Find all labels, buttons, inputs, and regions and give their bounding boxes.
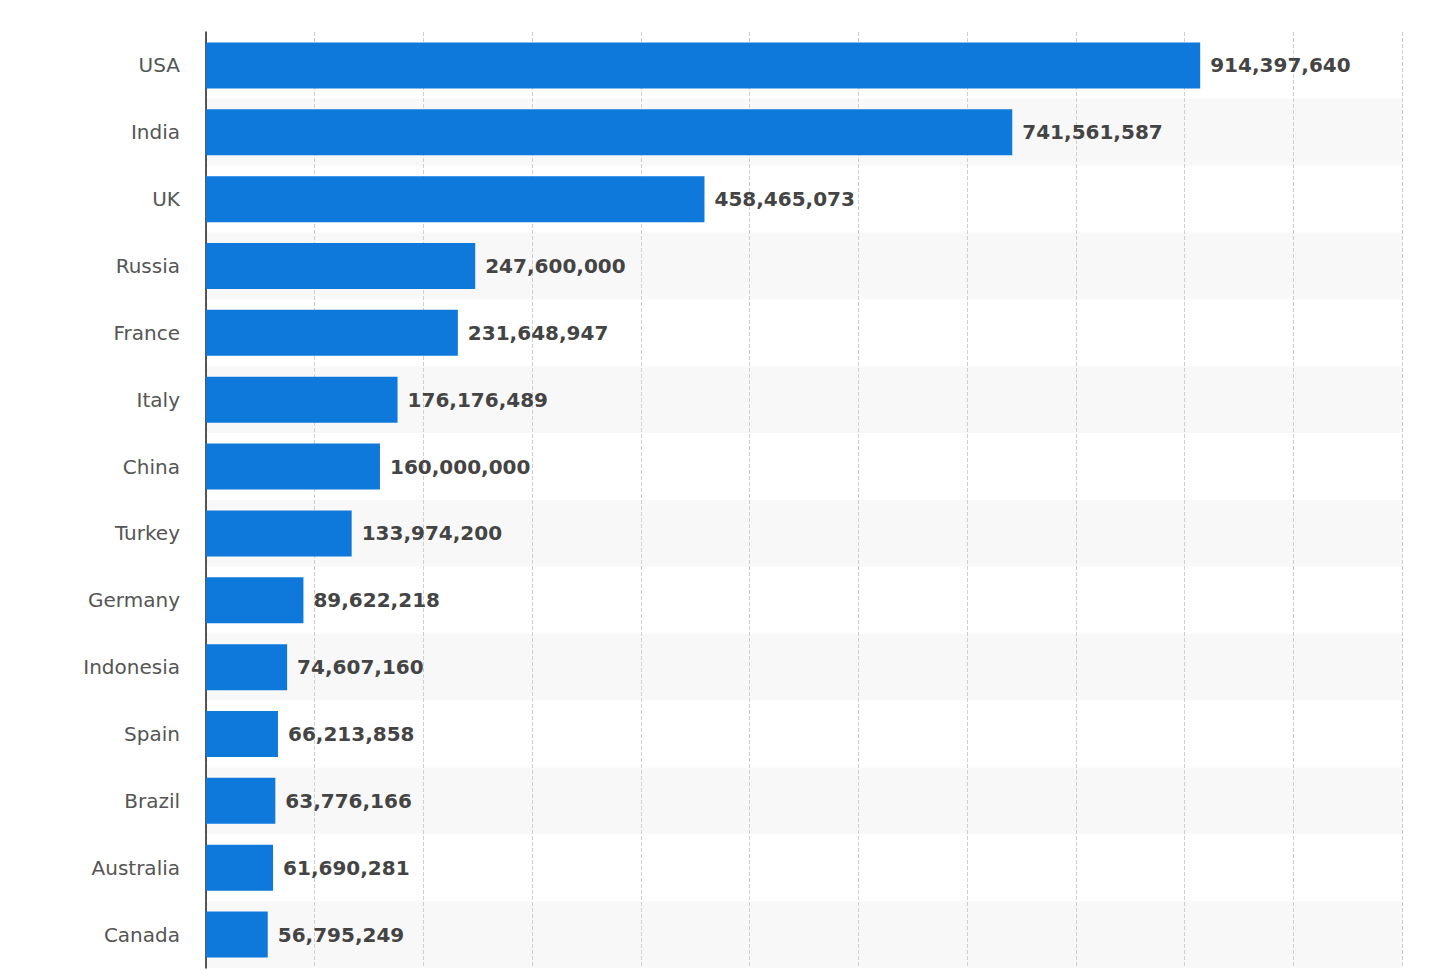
svg-text:56,795,249: 56,795,249 (278, 923, 405, 947)
svg-text:China: China (123, 455, 180, 479)
svg-text:133,974,200: 133,974,200 (362, 521, 502, 545)
svg-text:Spain: Spain (124, 722, 180, 746)
svg-text:Turkey: Turkey (114, 521, 180, 545)
svg-text:231,648,947: 231,648,947 (468, 321, 608, 345)
svg-text:247,600,000: 247,600,000 (485, 254, 625, 278)
svg-text:176,176,489: 176,176,489 (408, 388, 548, 412)
svg-text:Canada: Canada (104, 923, 180, 947)
svg-text:63,776,166: 63,776,166 (285, 789, 412, 813)
svg-text:Germany: Germany (88, 588, 180, 612)
svg-text:India: India (131, 120, 180, 144)
svg-text:89,622,218: 89,622,218 (313, 588, 440, 612)
svg-text:914,397,640: 914,397,640 (1210, 53, 1350, 77)
svg-text:160,000,000: 160,000,000 (390, 455, 530, 479)
svg-text:741,561,587: 741,561,587 (1022, 120, 1162, 144)
svg-text:Brazil: Brazil (124, 789, 180, 813)
svg-text:61,690,281: 61,690,281 (283, 856, 410, 880)
svg-text:Russia: Russia (116, 254, 180, 278)
svg-text:Indonesia: Indonesia (83, 655, 180, 679)
svg-text:Italy: Italy (137, 388, 181, 412)
svg-text:458,465,073: 458,465,073 (714, 187, 854, 211)
svg-text:UK: UK (152, 187, 181, 211)
svg-text:France: France (113, 321, 180, 345)
svg-text:Australia: Australia (92, 856, 180, 880)
svg-text:66,213,858: 66,213,858 (288, 722, 415, 746)
svg-text:USA: USA (139, 53, 181, 77)
svg-text:74,607,160: 74,607,160 (297, 655, 424, 679)
